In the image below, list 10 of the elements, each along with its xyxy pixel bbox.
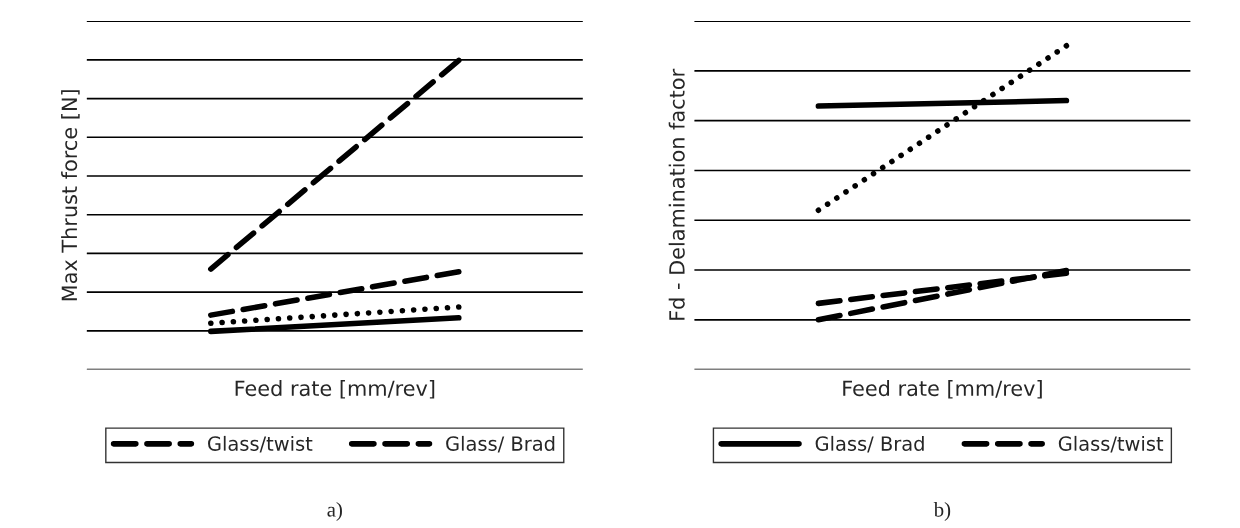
x-axis-title: Feed rate [mm/rev]	[843, 380, 1042, 399]
x-axis-title: Feed rate [mm/rev]	[235, 380, 435, 399]
y-axis-title: Fd - Delamination factor	[668, 68, 685, 320]
legend-label: Glass/ Brad	[815, 435, 924, 453]
legend-label: Glass/ Brad	[446, 435, 555, 453]
legend-label: Glass/twist	[1058, 435, 1164, 453]
y-axis-title: Max Thrust force [N]	[61, 90, 80, 301]
text: b)	[933, 502, 951, 521]
legend-label: Glass/twist	[208, 435, 313, 453]
text: a)	[327, 502, 342, 521]
